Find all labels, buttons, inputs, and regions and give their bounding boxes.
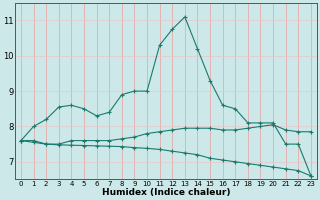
X-axis label: Humidex (Indice chaleur): Humidex (Indice chaleur) xyxy=(102,188,230,197)
